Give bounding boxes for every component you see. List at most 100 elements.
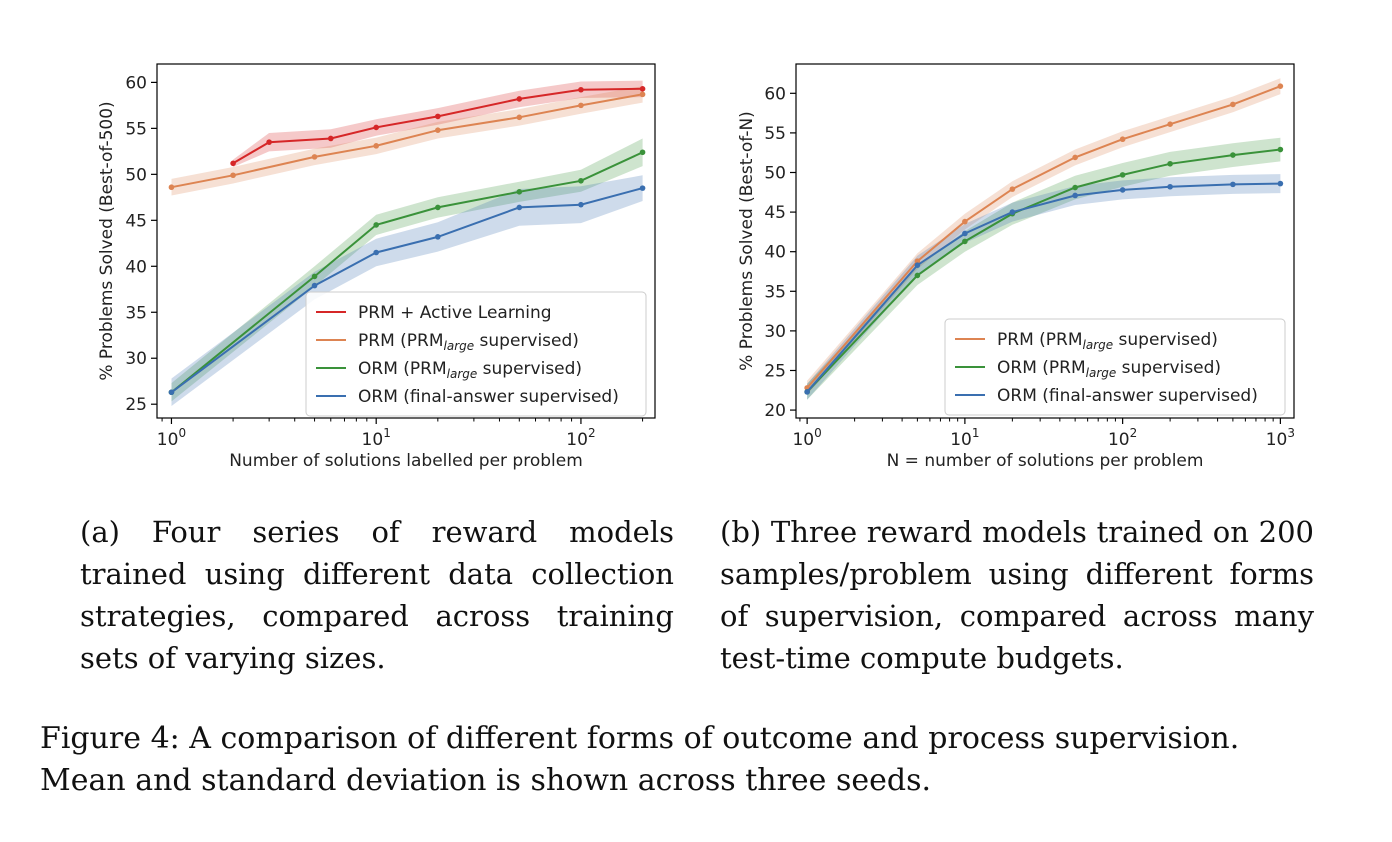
panel-a-series-3-std-band bbox=[171, 175, 643, 406]
panel-b-legend: PRM (PRMlarge supervised) ORM (PRMlarge s… bbox=[944, 318, 1286, 416]
panel-b-y-tick-label: 35 bbox=[764, 282, 786, 302]
panel-a-series-3-point bbox=[435, 234, 441, 240]
panel-a-series-0-point bbox=[516, 96, 523, 102]
caption-a: (a) Four series of reward models trained… bbox=[80, 511, 674, 679]
panel-a-series-0-point bbox=[639, 86, 646, 92]
panel-a-series-2-point bbox=[373, 222, 379, 228]
panel-b-series-2-std-band bbox=[807, 174, 1281, 400]
panel-a-series-1-point bbox=[311, 154, 318, 160]
panel-b-series-1-point bbox=[1277, 146, 1284, 153]
panel-a-series-2-point bbox=[516, 189, 523, 195]
panel-b-series-2-point bbox=[1009, 209, 1016, 215]
panel-b-series-1-std-band bbox=[807, 137, 1281, 400]
panel-a-y-tick-label: 25 bbox=[125, 395, 147, 415]
panel-b-x-tick-label: 101 bbox=[950, 426, 979, 450]
figure-caption: Figure 4: A comparison of different form… bbox=[40, 718, 1356, 802]
panel-b-x-tick-label: 100 bbox=[792, 426, 821, 450]
panel-b-series-0-std-band bbox=[807, 78, 1281, 396]
panel-a-x-axis-label: Number of solutions labelled per problem bbox=[229, 451, 583, 471]
panel-b-x-tick-label: 102 bbox=[1108, 426, 1137, 450]
panel-a-series-3-point bbox=[168, 389, 175, 396]
panel-a-series-3-point bbox=[311, 282, 318, 289]
panel-a-legend-label-0: PRM + Active Learning bbox=[358, 303, 552, 323]
caption-a-text: (a) Four series of reward models trained… bbox=[80, 515, 674, 675]
panel-a-series-0-point bbox=[578, 86, 584, 93]
panel-a-legend-label-2: ORM (PRMlarge supervised) bbox=[358, 359, 582, 381]
panel-a-series-3-point bbox=[578, 201, 584, 208]
panel-a-series-1-point bbox=[435, 127, 441, 134]
panel-a-y-axis-label: % Problems Solved (Best-of-500) bbox=[97, 101, 117, 380]
panel-b-plot-area bbox=[804, 78, 1284, 400]
panel-a-legend: PRM + Active Learning PRM (PRMlarge super… bbox=[305, 291, 647, 417]
panel-a-y-tick-label: 35 bbox=[125, 303, 147, 323]
panel-a-series-3-point bbox=[516, 204, 523, 211]
panel-b-series-1-point bbox=[962, 238, 968, 245]
panel-b-y-tick-label: 20 bbox=[764, 401, 786, 421]
panel-a-series-2-point bbox=[435, 204, 441, 211]
panel-b-series-1-point bbox=[1119, 172, 1126, 178]
panel-a-series-1-std-band bbox=[171, 86, 643, 196]
panel-b-legend-box bbox=[944, 318, 1286, 416]
panel-a-series-1-line bbox=[171, 93, 643, 189]
panel-b-y-tick-label: 45 bbox=[764, 203, 786, 223]
panel-a-series-0-point bbox=[373, 124, 379, 131]
panel-a-x-tick-label: 102 bbox=[566, 426, 595, 450]
panel-b-series-1-point bbox=[1167, 160, 1173, 167]
caption-b: (b) Three reward models trained on 200 s… bbox=[720, 511, 1314, 679]
panel-a-series-0-point bbox=[327, 135, 334, 142]
panel-a-legend-label-1: PRM (PRMlarge supervised) bbox=[358, 331, 579, 353]
panel-b-series-0-point bbox=[1119, 136, 1126, 143]
panel-b-series-2-point bbox=[962, 230, 968, 237]
panel-a-series-1-point bbox=[373, 143, 379, 149]
panel-a-series-1-point bbox=[168, 184, 175, 191]
figure-caption-line-1: Figure 4: A comparison of different form… bbox=[40, 721, 1240, 756]
panel-b-y-tick-label: 40 bbox=[764, 243, 786, 263]
panel-b-legend-label-2: ORM (final-answer supervised) bbox=[997, 386, 1258, 406]
panel-a-series-2-std-band bbox=[171, 138, 643, 402]
panel-a-series-0-point bbox=[230, 160, 236, 167]
panel-b-series-0-point bbox=[962, 218, 968, 225]
panel-b-y-tick-label: 55 bbox=[764, 124, 786, 144]
panel-a-series-0-line bbox=[232, 87, 643, 165]
panel-a-y-tick-label: 60 bbox=[125, 73, 147, 93]
panel-b-series-2-point bbox=[1230, 181, 1236, 188]
panel-a-series-1-point bbox=[516, 114, 523, 121]
panel-b-series-2-point bbox=[1072, 192, 1078, 199]
panel-b-series-2-point bbox=[804, 389, 810, 395]
panel-b-series-1-point bbox=[914, 272, 921, 279]
panel-a-series-3-point bbox=[373, 249, 379, 256]
panel-b-series-2-point bbox=[914, 262, 921, 268]
panel-a-x-tick-label: 100 bbox=[157, 426, 186, 450]
panel-a-series-0-point bbox=[266, 139, 272, 145]
panel-a-series-1-point bbox=[639, 91, 646, 98]
panel-a-legend-box bbox=[305, 291, 647, 417]
panel-b-series-0-point bbox=[1167, 121, 1173, 127]
panel-b-series-0-point bbox=[1009, 186, 1016, 192]
panel-b-series-0-point bbox=[914, 258, 921, 264]
panel-a-axes-frame bbox=[156, 63, 656, 419]
panel-a-series-2-point bbox=[639, 149, 646, 156]
panel-a-series-1-point bbox=[578, 102, 584, 109]
panel-a-legend-label-3: ORM (final-answer supervised) bbox=[358, 387, 619, 407]
panel-a-x-tick-label: 101 bbox=[362, 426, 391, 450]
panel-a-series-0-point bbox=[435, 113, 441, 120]
panel-b-y-tick-label: 30 bbox=[764, 322, 786, 342]
panel-b-series-1-point bbox=[1230, 152, 1236, 158]
panel-a-y-tick-label: 30 bbox=[125, 349, 147, 369]
caption-b-text: (b) Three reward models trained on 200 s… bbox=[720, 515, 1314, 675]
panel-b-series-0-point bbox=[1230, 101, 1236, 108]
panel-a-y-tick-label: 50 bbox=[125, 165, 147, 185]
panel-b-x-axis-label: N = number of solutions per problem bbox=[887, 451, 1204, 471]
panel-b-x-tick-label: 103 bbox=[1266, 426, 1295, 450]
panel-a-series-1-point bbox=[230, 172, 236, 179]
panel-b-series-2-point bbox=[1167, 183, 1173, 190]
panel-a-y-tick-label: 55 bbox=[125, 119, 147, 139]
panel-b-series-2-point bbox=[1277, 180, 1284, 187]
panel-b-y-tick-label: 25 bbox=[764, 361, 786, 381]
figure-caption-line-2: Mean and standard deviation is shown acr… bbox=[40, 763, 932, 798]
panel-b-legend-label-1: ORM (PRMlarge supervised) bbox=[997, 358, 1221, 380]
panel-a-plot-area bbox=[168, 80, 646, 406]
panel-b-series-0-point bbox=[1072, 154, 1078, 161]
